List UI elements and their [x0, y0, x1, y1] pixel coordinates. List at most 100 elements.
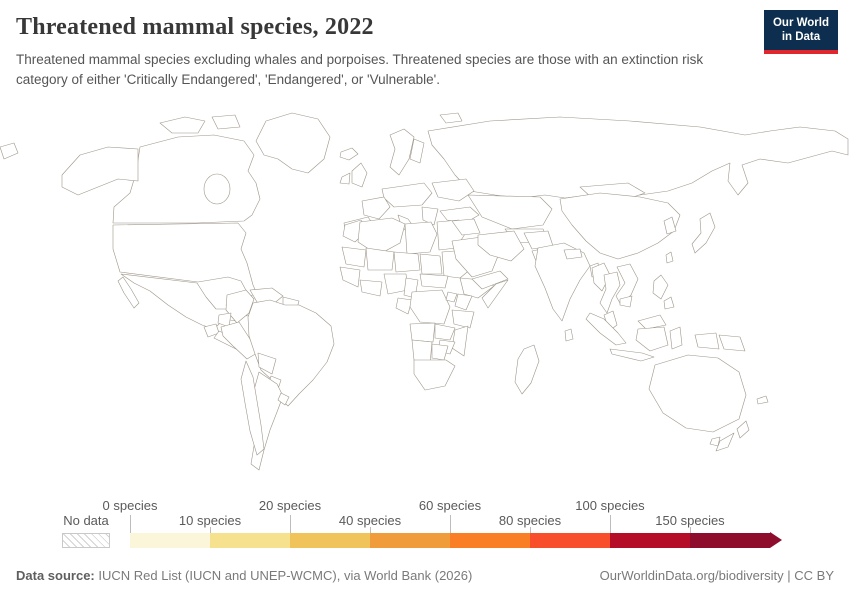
country-sri-lanka[interactable]: [564, 328, 574, 342]
world-choropleth-map: [0, 103, 850, 498]
legend-tick: [370, 527, 371, 533]
country-kenya[interactable]: [454, 293, 473, 311]
country-bolivia[interactable]: [257, 352, 277, 375]
country-alaska[interactable]: [61, 146, 139, 196]
page-subtitle: Threatened mammal species excluding whal…: [16, 52, 704, 87]
legend-bar: [130, 533, 770, 548]
country-ivory-ghana[interactable]: [359, 279, 383, 297]
country-tanzania[interactable]: [451, 309, 475, 329]
country-uk[interactable]: [351, 162, 368, 188]
country-nepal[interactable]: [563, 248, 583, 260]
country-cambodia[interactable]: [619, 295, 633, 308]
credit-link[interactable]: OurWorldinData.org/biodiversity | CC BY: [599, 568, 834, 583]
page-title: Threatened mammal species, 2022: [16, 14, 374, 40]
country-libya[interactable]: [404, 221, 438, 255]
legend-bin-label: 80 species: [498, 513, 562, 528]
legend-bin-label: 0 species: [102, 498, 158, 513]
country-canada-arctic-1[interactable]: [159, 116, 206, 134]
country-mexico-baja[interactable]: [117, 276, 140, 309]
country-iraq-syria[interactable]: [451, 218, 481, 236]
data-source-text: IUCN Red List (IUCN and UNEP-WCMC), via …: [94, 568, 473, 583]
country-niger[interactable]: [393, 251, 421, 273]
legend-tick: [610, 515, 611, 533]
country-venezuela[interactable]: [249, 287, 284, 306]
country-japan[interactable]: [691, 212, 716, 254]
country-chile[interactable]: [240, 360, 265, 456]
legend-segment-100-150[interactable]: [610, 533, 690, 548]
legend-segment-60-80[interactable]: [450, 533, 530, 548]
country-algeria[interactable]: [357, 217, 406, 256]
country-new-zealand-south[interactable]: [715, 432, 735, 452]
country-scandinavia[interactable]: [389, 128, 415, 176]
legend-tick: [530, 527, 531, 533]
country-gabon-congo[interactable]: [395, 297, 413, 315]
country-finland[interactable]: [409, 138, 425, 164]
country-france[interactable]: [361, 196, 391, 220]
country-philippines-mindanao[interactable]: [663, 296, 675, 310]
country-new-zealand-north[interactable]: [736, 420, 750, 439]
country-yemen-oman[interactable]: [471, 270, 509, 290]
country-balkans[interactable]: [421, 206, 439, 226]
country-brazil[interactable]: [247, 299, 335, 407]
country-new-caledonia[interactable]: [756, 395, 769, 405]
country-kazakhstan[interactable]: [467, 194, 553, 230]
country-australia[interactable]: [648, 354, 747, 433]
country-mali[interactable]: [365, 247, 395, 271]
country-car-ssudan[interactable]: [419, 273, 449, 289]
legend-tick: [290, 515, 291, 533]
owid-logo-line2: in Data: [781, 31, 821, 44]
map-legend: No data 0 species 10 species 20 species 40 …: [0, 498, 850, 558]
no-data-swatch[interactable]: [62, 533, 110, 548]
country-madagascar[interactable]: [514, 344, 540, 395]
country-somalia[interactable]: [481, 279, 509, 309]
legend-segment-150+[interactable]: [690, 533, 770, 548]
country-drc[interactable]: [409, 289, 451, 325]
legend-segment-20-40[interactable]: [290, 533, 370, 548]
map-svg: [0, 103, 850, 498]
country-chad[interactable]: [419, 253, 443, 275]
country-peru[interactable]: [220, 321, 258, 360]
country-angola[interactable]: [409, 322, 436, 343]
country-canada-arctic-2[interactable]: [211, 114, 241, 130]
country-philippines-luzon[interactable]: [652, 274, 669, 300]
country-korea[interactable]: [663, 216, 677, 235]
country-russia-wrap[interactable]: [0, 142, 19, 160]
country-colombia[interactable]: [225, 289, 255, 324]
country-arctic-islands[interactable]: [439, 112, 463, 124]
country-uganda[interactable]: [445, 291, 458, 303]
country-ireland[interactable]: [339, 172, 351, 185]
country-indonesia-kalimantan[interactable]: [635, 326, 669, 352]
country-mauritania[interactable]: [341, 246, 367, 268]
legend-segment-40-60[interactable]: [370, 533, 450, 548]
legend-bin-label: 60 species: [418, 498, 482, 513]
legend-bin-label: 40 species: [338, 513, 402, 528]
data-source-line: Data source: IUCN Red List (IUCN and UNE…: [16, 568, 472, 583]
country-greenland[interactable]: [255, 112, 331, 174]
country-indonesia-java[interactable]: [609, 348, 655, 362]
country-ukraine[interactable]: [431, 178, 475, 202]
country-indonesia-sumatra[interactable]: [585, 312, 627, 346]
country-zambia[interactable]: [434, 323, 456, 341]
legend-segment-80-100[interactable]: [530, 533, 610, 548]
country-iceland[interactable]: [339, 147, 359, 161]
legend-segment-10-20[interactable]: [210, 533, 290, 548]
country-indonesia-sulawesi[interactable]: [669, 326, 683, 350]
country-china[interactable]: [559, 192, 681, 260]
legend-bin-label: 20 species: [258, 498, 322, 513]
legend-tick: [130, 515, 131, 533]
country-thailand[interactable]: [599, 271, 621, 314]
country-iran[interactable]: [477, 230, 525, 262]
country-uruguay[interactable]: [277, 392, 290, 406]
country-taiwan[interactable]: [665, 251, 674, 264]
country-indonesia-papua[interactable]: [694, 332, 720, 350]
country-png[interactable]: [718, 334, 746, 352]
owid-logo[interactable]: Our World in Data: [763, 10, 838, 54]
no-data-label: No data: [63, 513, 109, 528]
legend-tick: [690, 527, 691, 533]
country-west-africa[interactable]: [339, 266, 361, 288]
country-malaysia-borneo[interactable]: [637, 314, 667, 330]
country-south-africa[interactable]: [413, 359, 456, 391]
legend-segment-0-10[interactable]: [130, 533, 210, 548]
legend-tick: [450, 515, 451, 533]
